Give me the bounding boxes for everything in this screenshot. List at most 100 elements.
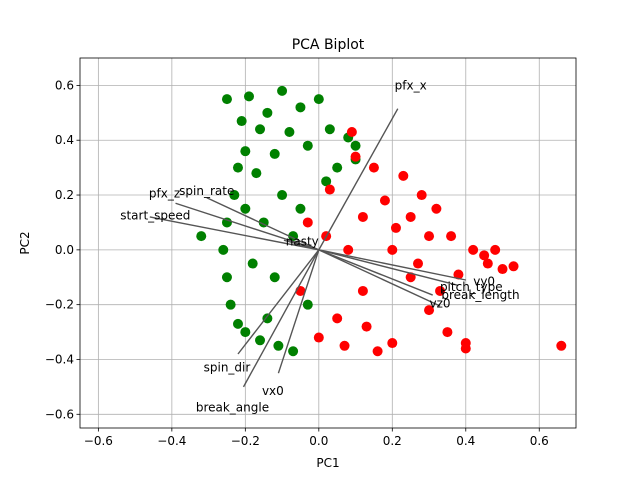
x-axis-label: PC1: [316, 456, 339, 470]
loading-label: break_angle: [196, 400, 269, 414]
scatter-point: [255, 335, 266, 346]
loading-label: vx0: [262, 384, 284, 398]
y-tick-label: 0.4: [55, 133, 74, 147]
scatter-point: [244, 91, 255, 102]
loading-vectors: [149, 108, 466, 388]
scatter-point: [221, 94, 232, 105]
scatter-point: [435, 285, 446, 296]
loading-label: pfx_x: [395, 78, 427, 92]
scatter-point: [221, 217, 232, 228]
x-tick-label: 0.4: [456, 434, 475, 448]
scatter-point: [350, 151, 361, 162]
scatter-point: [247, 258, 258, 269]
scatter-point: [332, 162, 343, 173]
scatter-point: [273, 340, 284, 351]
scatter-point: [196, 231, 207, 242]
scatter-point: [269, 272, 280, 283]
scatter-point: [350, 140, 361, 151]
scatter-point: [218, 244, 229, 255]
scatter-point: [343, 244, 354, 255]
scatter-point: [482, 258, 493, 269]
scatter-point: [357, 285, 368, 296]
loading-label: nasty: [286, 235, 319, 249]
scatter-point: [225, 299, 236, 310]
loading-label: spin_rate: [179, 184, 234, 198]
scatter-point: [357, 211, 368, 222]
scatter-point: [431, 203, 442, 214]
scatter-point: [390, 222, 401, 233]
scatter-point: [324, 124, 335, 135]
loading-arrow: [149, 216, 319, 251]
scatter-point: [468, 244, 479, 255]
scatter-point: [442, 327, 453, 338]
loading-arrow: [242, 249, 320, 388]
scatter-point: [295, 102, 306, 113]
scatter-point: [313, 94, 324, 105]
scatter-point: [262, 107, 273, 118]
y-tick-label: 0.6: [55, 78, 74, 92]
scatter-point: [236, 116, 247, 127]
scatter-point: [255, 124, 266, 135]
loading-label: pitch_type: [440, 280, 503, 294]
scatter-point: [387, 338, 398, 349]
axis-ticks: −0.6 −0.4 −0.2 0.0 0.2 0.4 0.6 −0.6 −0.4 −0.2 0.0 0…: [45, 78, 549, 448]
scatter-point: [424, 231, 435, 242]
x-tick-label: −0.4: [157, 434, 186, 448]
scatter-point: [424, 305, 435, 316]
scatter-point: [240, 327, 251, 338]
scatter-point: [229, 190, 240, 201]
scatter-point: [302, 140, 313, 151]
scatter-point: [313, 332, 324, 343]
scatter-point: [490, 244, 501, 255]
scatter-point: [277, 190, 288, 201]
loading-arrow: [318, 108, 399, 251]
scatter-point: [405, 211, 416, 222]
scatter-point: [339, 340, 350, 351]
loading-arrow: [283, 239, 320, 251]
y-tick-label: −0.4: [45, 352, 74, 366]
scatter-point: [302, 299, 313, 310]
scatter-point: [240, 146, 251, 157]
loading-arrow: [237, 249, 320, 355]
plot-area: [80, 58, 576, 428]
x-tick-label: 0.0: [309, 434, 328, 448]
loading-arrow: [318, 249, 466, 281]
loading-label: start_speed: [120, 209, 190, 223]
loading-label: break_length: [441, 288, 519, 302]
scatter-point: [372, 346, 383, 357]
scatter-point: [346, 127, 357, 137]
scatter-point: [460, 338, 471, 349]
x-tick-label: −0.2: [231, 434, 260, 448]
y-tick-label: 0.2: [55, 188, 74, 202]
scatter-point: [332, 313, 343, 324]
scatter-point: [232, 318, 243, 329]
y-tick-label: 0.0: [55, 243, 74, 257]
scatter-point: [277, 85, 288, 96]
scatter-point: [269, 148, 280, 159]
scatter-point: [295, 203, 306, 214]
loading-arrow: [318, 249, 441, 307]
y-tick-label: −0.6: [45, 407, 74, 421]
loading-arrow: [318, 249, 433, 296]
x-tick-label: −0.6: [84, 434, 113, 448]
scatter-point: [288, 346, 299, 357]
plot-frame: [79, 57, 577, 429]
loading-label: vz0: [430, 296, 451, 310]
loading-label: spin_dir: [204, 361, 251, 375]
scatter-point: [556, 340, 567, 351]
scatter-point: [324, 184, 335, 195]
loading-arrow: [175, 202, 320, 251]
loading-label: vy0: [473, 274, 495, 288]
scatter-point: [497, 264, 508, 275]
x-tick-label: 0.2: [383, 434, 402, 448]
y-tick-label: −0.2: [45, 298, 74, 312]
scatter-point: [262, 313, 273, 324]
scatter-point: [284, 127, 295, 137]
scatter-point: [405, 272, 416, 283]
chart-title: PCA Biplot: [292, 37, 365, 53]
scatter-point: [379, 195, 390, 206]
loading-arrow: [277, 249, 320, 374]
scatter-point: [446, 231, 457, 242]
scatter-point: [240, 203, 251, 214]
